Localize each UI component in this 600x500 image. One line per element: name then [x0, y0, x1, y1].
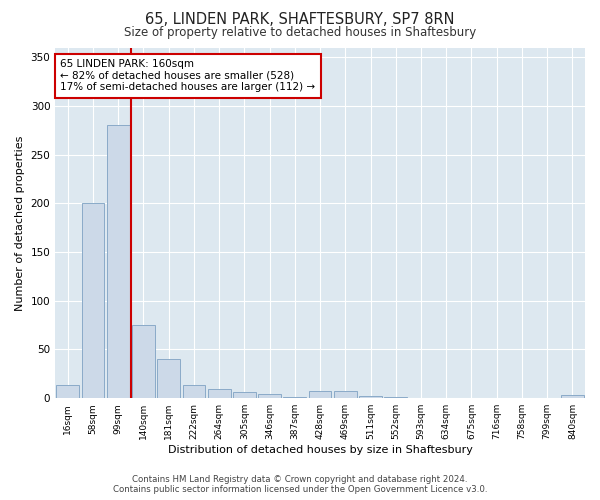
- Text: Contains HM Land Registry data © Crown copyright and database right 2024.
Contai: Contains HM Land Registry data © Crown c…: [113, 474, 487, 494]
- Bar: [334, 392, 356, 398]
- Bar: [107, 126, 130, 398]
- Bar: [385, 397, 407, 398]
- Y-axis label: Number of detached properties: Number of detached properties: [15, 135, 25, 310]
- Bar: [233, 392, 256, 398]
- Bar: [359, 396, 382, 398]
- Bar: [157, 359, 180, 398]
- Bar: [258, 394, 281, 398]
- Bar: [283, 397, 306, 398]
- Text: 65, LINDEN PARK, SHAFTESBURY, SP7 8RN: 65, LINDEN PARK, SHAFTESBURY, SP7 8RN: [145, 12, 455, 28]
- Bar: [182, 384, 205, 398]
- Bar: [132, 325, 155, 398]
- Text: Size of property relative to detached houses in Shaftesbury: Size of property relative to detached ho…: [124, 26, 476, 39]
- Bar: [309, 392, 331, 398]
- Bar: [208, 390, 230, 398]
- Bar: [82, 204, 104, 398]
- Bar: [561, 396, 584, 398]
- X-axis label: Distribution of detached houses by size in Shaftesbury: Distribution of detached houses by size …: [167, 445, 473, 455]
- Text: 65 LINDEN PARK: 160sqm
← 82% of detached houses are smaller (528)
17% of semi-de: 65 LINDEN PARK: 160sqm ← 82% of detached…: [60, 59, 316, 92]
- Bar: [56, 384, 79, 398]
